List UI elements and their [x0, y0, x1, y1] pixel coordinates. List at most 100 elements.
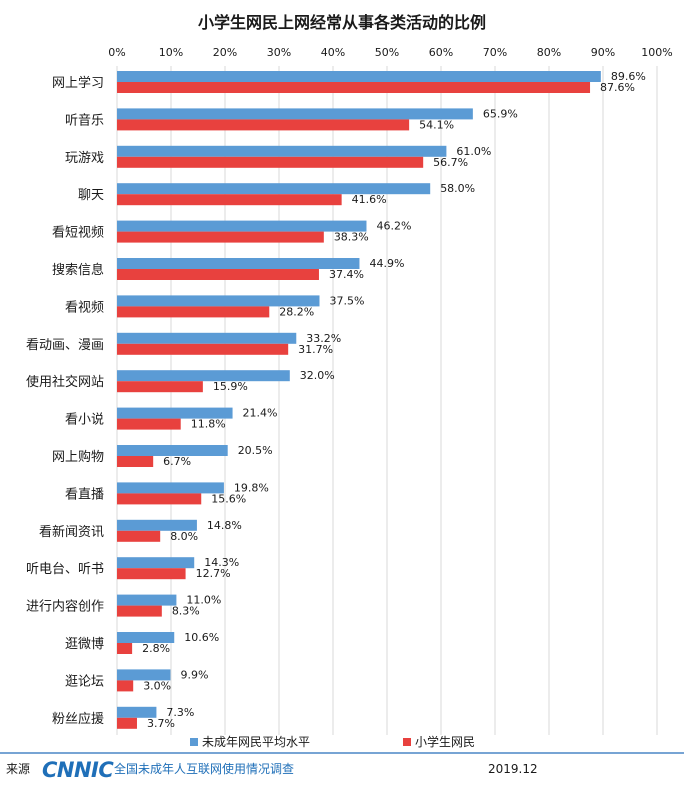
bar-primary	[117, 493, 202, 505]
category-label: 听音乐	[65, 112, 104, 128]
data-label-primary: 28.2%	[279, 305, 314, 318]
data-label-primary: 41.6%	[352, 193, 387, 206]
data-label-average: 37.5%	[330, 294, 365, 307]
data-label-average: 32.0%	[300, 369, 335, 382]
category-label: 逛微博	[65, 637, 104, 652]
x-tick-label: 70%	[483, 46, 507, 59]
footer: 来源 CNNIC 全国未成年人互联网使用情况调查 2019.12	[6, 758, 538, 782]
category-label: 网上学习	[52, 75, 104, 91]
data-label-average: 44.9%	[369, 257, 404, 270]
category-label: 逛论坛	[65, 674, 104, 689]
bar-average	[117, 519, 197, 531]
data-label-average: 89.6%	[611, 70, 646, 83]
category-labels: 网上学习听音乐玩游戏聊天看短视频搜索信息看视频看动画、漫画使用社交网站看小说网上…	[26, 75, 104, 727]
bar-average	[117, 594, 177, 606]
legend-label-average: 未成年网民平均水平	[202, 735, 310, 749]
bar-average	[117, 258, 360, 269]
bar-primary	[117, 343, 289, 355]
data-label-primary: 2.8%	[142, 642, 170, 655]
bar-primary	[117, 119, 410, 131]
data-label-average: 65.9%	[483, 107, 518, 120]
data-label-primary: 15.6%	[211, 492, 246, 505]
data-label-primary: 8.0%	[170, 530, 198, 543]
category-label: 网上购物	[52, 449, 104, 465]
x-tick-label: 90%	[591, 46, 615, 59]
bar-average	[117, 669, 171, 681]
bar-average	[117, 482, 224, 494]
category-label: 聊天	[78, 188, 104, 203]
data-label-average: 19.8%	[234, 481, 269, 494]
bar-average	[117, 183, 431, 195]
grid-lines	[116, 66, 658, 735]
bars	[117, 71, 601, 729]
data-label-average: 33.2%	[306, 332, 341, 345]
category-label: 看动画、漫画	[26, 337, 104, 353]
bar-primary	[117, 82, 591, 93]
x-tick-label: 80%	[537, 46, 561, 59]
bar-primary	[117, 381, 203, 393]
data-label-average: 10.6%	[184, 631, 219, 644]
x-tick-label: 20%	[213, 46, 237, 59]
data-label-primary: 6.7%	[163, 455, 191, 468]
bar-average	[117, 445, 228, 456]
category-label: 玩游戏	[65, 151, 104, 166]
x-tick-label: 50%	[375, 46, 399, 59]
bar-average	[117, 108, 473, 120]
bar-primary	[117, 717, 137, 729]
category-label: 粉丝应援	[52, 711, 104, 727]
bar-primary	[117, 605, 162, 617]
bar-primary	[117, 306, 270, 318]
data-labels: 89.6%87.6% 65.9% 54.1% 61.0%56.7% 58.0% 41.6%…	[142, 70, 646, 730]
category-label: 搜索信息	[52, 262, 104, 278]
category-label: 看直播	[65, 486, 104, 502]
bar-average	[117, 145, 447, 157]
category-label: 进行内容创作	[26, 599, 104, 615]
x-tick-label: 100%	[641, 46, 672, 59]
bar-primary	[117, 643, 133, 654]
x-tick-label: 10%	[159, 46, 183, 59]
legend-swatch-primary	[403, 738, 411, 746]
x-axis-ticks: 0% 10% 20% 30% 40% 50% 60% 70% 80% 90% 100%	[108, 46, 672, 59]
chart-title: 小学生网民上网经常从事各类活动的比例	[198, 13, 486, 32]
bar-primary	[117, 456, 154, 467]
data-label-primary: 8.3%	[172, 605, 200, 618]
bar-primary	[117, 418, 181, 430]
category-label: 使用社交网站	[26, 374, 104, 390]
bar-average	[117, 220, 367, 232]
data-label-average: 14.8%	[207, 519, 242, 532]
category-label: 看小说	[65, 412, 104, 428]
source-label: 来源	[6, 762, 30, 776]
bar-primary	[117, 156, 424, 168]
data-label-average: 21.4%	[243, 407, 278, 420]
data-label-primary: 87.6%	[600, 81, 635, 94]
category-label: 听电台、听书	[26, 562, 104, 577]
data-label-primary: 15.9%	[213, 380, 248, 393]
bar-primary	[117, 269, 319, 280]
data-label-primary: 54.1%	[419, 118, 454, 131]
x-tick-label: 40%	[321, 46, 345, 59]
bar-primary	[117, 194, 342, 206]
bar-primary	[117, 568, 186, 580]
data-label-average: 11.0%	[186, 594, 221, 607]
bar-primary	[117, 231, 324, 243]
data-label-average: 7.3%	[166, 706, 194, 719]
data-label-average: 58.0%	[440, 182, 475, 195]
data-label-average: 14.3%	[204, 556, 239, 569]
bar-average	[117, 407, 233, 419]
data-label-average: 20.5%	[238, 444, 273, 457]
x-tick-label: 30%	[267, 46, 291, 59]
data-label-primary: 37.4%	[329, 268, 364, 281]
legend-swatch-average	[190, 738, 198, 746]
category-label: 看视频	[65, 299, 104, 315]
report-date: 2019.12	[488, 762, 538, 776]
org-name: 全国未成年人互联网使用情况调查	[114, 761, 294, 776]
data-label-primary: 31.7%	[298, 343, 333, 356]
bar-average	[117, 295, 320, 307]
data-label-average: 46.2%	[376, 220, 411, 233]
data-label-primary: 12.7%	[196, 567, 231, 580]
data-label-primary: 3.0%	[143, 679, 171, 692]
data-label-primary: 3.7%	[147, 717, 175, 730]
category-label: 看新闻资讯	[39, 524, 104, 540]
